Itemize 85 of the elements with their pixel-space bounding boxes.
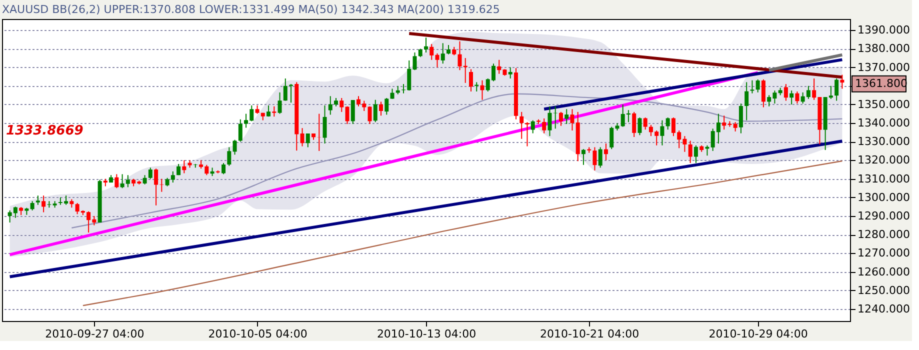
line-series: [82, 160, 843, 306]
y-tick-label: 1380.000: [858, 42, 910, 56]
candlestick: [643, 117, 648, 130]
x-tick-label: 2010-10-13 04:00: [376, 328, 476, 340]
y-tick-label: 1320.000: [858, 154, 910, 167]
candlestick: [790, 90, 794, 105]
y-tick-label: 1300.000: [858, 190, 910, 204]
y-tick-label: 1250.000: [858, 284, 910, 297]
y-tick-label: 1350.000: [858, 98, 910, 111]
candlestick: [446, 44, 450, 55]
y-tick-label: 1370.000: [858, 60, 910, 74]
candlestick: [379, 101, 384, 116]
candlestick: [300, 128, 304, 147]
candlestick: [384, 97, 389, 116]
candlestick: [632, 111, 636, 138]
y-tick-label: 1330.000: [858, 135, 910, 148]
annotation: 1333.8669: [6, 124, 84, 139]
candlestick: [530, 120, 535, 134]
y-tick-label: 1270.000: [858, 246, 910, 260]
candlestick: [558, 111, 563, 126]
y-tick-label: 1240.000: [858, 302, 910, 316]
candlestick: [570, 108, 574, 132]
candlestick: [784, 84, 788, 102]
candlestick: [638, 117, 642, 136]
candlestick: [592, 146, 597, 171]
x-tick-label: 2010-09-27 04:00: [45, 328, 144, 340]
candlestick: [564, 108, 569, 125]
candlestick: [480, 80, 484, 100]
candlestick: [598, 146, 602, 168]
x-tick-label: 2010-10-29 04:00: [708, 328, 808, 340]
candlestick: [660, 120, 664, 146]
candlestick: [278, 92, 282, 114]
candlestick: [340, 97, 344, 112]
candlestick: [142, 174, 147, 185]
candlestick: [525, 122, 530, 147]
candlestick: [368, 106, 372, 125]
candlestick: [744, 82, 749, 121]
candlestick: [390, 88, 394, 100]
candlestick: [222, 162, 226, 175]
candlestick: [688, 140, 692, 164]
candlestick: [30, 200, 34, 211]
y-tick-label: 1340.000: [858, 116, 910, 130]
candlestick: [306, 132, 310, 148]
candlestick: [468, 68, 473, 92]
candlestick: [345, 106, 350, 125]
y-tick-label: 1310.000: [858, 172, 910, 186]
candlestick: [424, 37, 428, 53]
candlestick: [581, 148, 586, 166]
candlestick: [114, 174, 119, 189]
candlestick: [520, 111, 524, 140]
candlestick: [328, 96, 332, 116]
candlestick: [148, 167, 152, 180]
candlestick: [272, 106, 276, 118]
y-tick-label: 1390.000: [858, 24, 910, 37]
x-tick-label: 2010-10-05 04:00: [208, 328, 308, 340]
candlestick: [458, 40, 462, 71]
candlestick: [283, 78, 288, 102]
chart-title: XAUUSD BB(26,2) UPPER:1370.808 LOWER:1331.499 MA(50) 1342.343 MA(200) 1319.625: [2, 3, 500, 16]
candlestick: [694, 144, 698, 164]
candlestick: [412, 52, 417, 71]
candlestick: [795, 90, 800, 104]
candlestick: [542, 118, 546, 134]
candlestick: [373, 99, 378, 123]
candlestick: [548, 106, 552, 137]
candlestick: [604, 143, 608, 161]
candlestick: [238, 118, 242, 142]
candlestick: [834, 78, 839, 102]
candlestick: [232, 139, 237, 156]
candlestick: [36, 195, 40, 206]
candlestick: [182, 160, 186, 174]
candlestick: [508, 66, 512, 79]
candlestick: [738, 103, 743, 134]
candlestick: [756, 78, 760, 93]
candlestick: [350, 100, 355, 125]
candlestick: [440, 42, 445, 64]
y-tick-label: 1260.000: [858, 265, 910, 278]
candlestick: [666, 117, 670, 130]
candlestick: [733, 122, 738, 132]
candlestick: [322, 104, 327, 144]
candlestick: [761, 78, 766, 108]
candlestick: [42, 195, 46, 213]
candlestick: [227, 146, 232, 166]
y-tick-label: 1280.000: [858, 228, 910, 242]
x-tick-label: 2010-10-21 04:00: [540, 328, 640, 340]
y-tick-label: 1290.000: [858, 209, 910, 222]
